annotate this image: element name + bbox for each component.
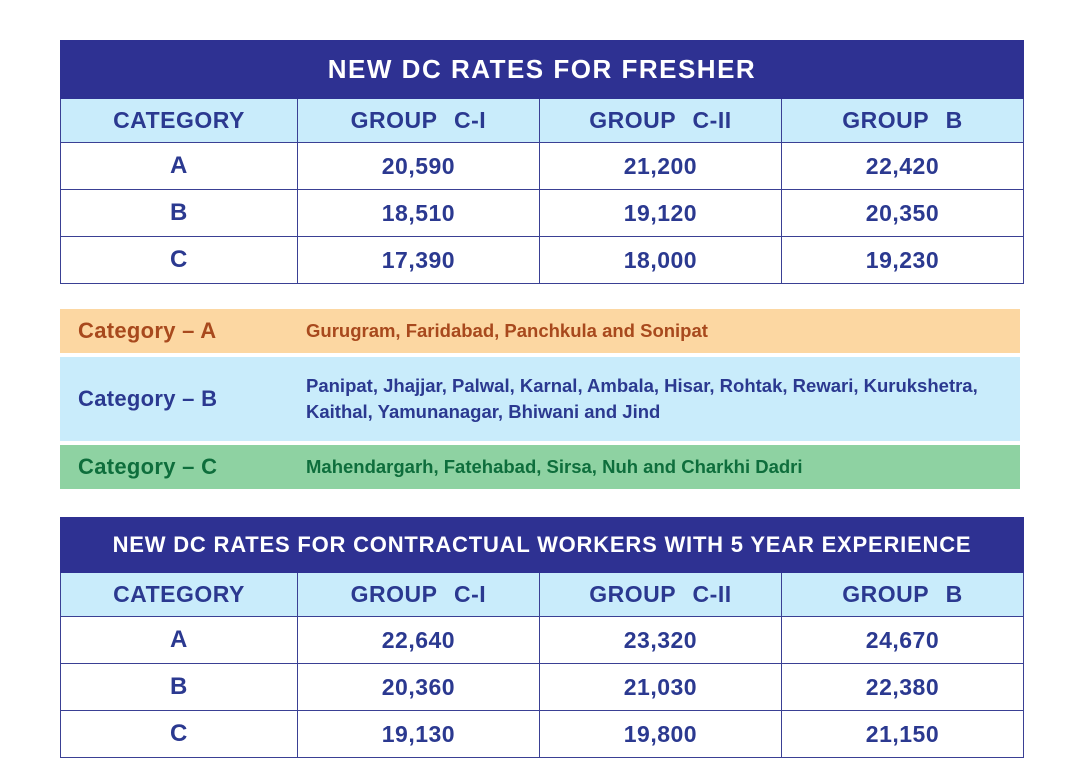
category-cell: A [60,616,298,664]
rate-cell: 21,200 [538,142,782,190]
rate-cell: 19,800 [538,710,782,758]
category-cell: C [60,710,298,758]
table-row: C 17,390 18,000 19,230 [60,236,1025,284]
rate-cell: 23,320 [538,616,782,664]
column-header-group-b: GROUP B [780,572,1025,617]
contractual-rates-table: NEW DC RATES FOR CONTRACTUAL WORKERS WIT… [60,517,1025,758]
rate-cell: 24,670 [780,616,1025,664]
legend-label: Category – B [78,386,218,411]
rate-cell: 18,000 [538,236,782,284]
category-cell: B [60,189,298,237]
legend-districts: Mahendargarh, Fatehabad, Sirsa, Nuh and … [306,456,803,478]
rate-cell: 20,350 [780,189,1025,237]
column-header-category: CATEGORY [60,98,298,143]
rate-cell: 17,390 [296,236,540,284]
fresher-rates-table: NEW DC RATES FOR FRESHER CATEGORY GROUP … [60,40,1025,284]
column-header-category: CATEGORY [60,572,298,617]
fresher-header-row: CATEGORY GROUP C-I GROUP C-II GROUP B [60,98,1025,143]
category-legend: Category – A Gurugram, Faridabad, Panchk… [60,309,1020,489]
rate-cell: 18,510 [296,189,540,237]
category-cell: B [60,663,298,711]
rate-cell: 19,130 [296,710,540,758]
rate-cell: 22,380 [780,663,1025,711]
column-header-group-c1: GROUP C-I [296,572,540,617]
legend-row-category-c: Category – C Mahendargarh, Fatehabad, Si… [60,445,1020,489]
rate-cell: 22,420 [780,142,1025,190]
rate-cell: 19,120 [538,189,782,237]
legend-districts: Gurugram, Faridabad, Panchkula and Sonip… [306,320,708,342]
legend-row-category-a: Category – A Gurugram, Faridabad, Panchk… [60,309,1020,353]
legend-label: Category – C [78,454,218,479]
rate-cell: 21,030 [538,663,782,711]
column-header-group-c2: GROUP C-II [538,98,782,143]
legend-row-category-b: Category – B Panipat, Jhajjar, Palwal, K… [60,357,1020,441]
rate-cell: 20,360 [296,663,540,711]
column-header-group-c1: GROUP C-I [296,98,540,143]
table-row: A 20,590 21,200 22,420 [60,142,1025,190]
legend-districts: Panipat, Jhajjar, Palwal, Karnal, Ambala… [306,375,978,422]
table-row: C 19,130 19,800 21,150 [60,710,1025,758]
column-header-group-c2: GROUP C-II [538,572,782,617]
table-row: A 22,640 23,320 24,670 [60,616,1025,664]
category-cell: C [60,236,298,284]
table-row: B 18,510 19,120 20,350 [60,189,1025,237]
rate-cell: 22,640 [296,616,540,664]
contractual-header-row: CATEGORY GROUP C-I GROUP C-II GROUP B [60,572,1025,617]
fresher-table-title: NEW DC RATES FOR FRESHER [60,40,1024,99]
category-cell: A [60,142,298,190]
rate-cell: 19,230 [780,236,1025,284]
rate-cell: 20,590 [296,142,540,190]
legend-label: Category – A [78,318,217,343]
table-row: B 20,360 21,030 22,380 [60,663,1025,711]
rate-cell: 21,150 [780,710,1025,758]
contractual-table-title: NEW DC RATES FOR CONTRACTUAL WORKERS WIT… [60,517,1024,573]
column-header-group-b: GROUP B [780,98,1025,143]
